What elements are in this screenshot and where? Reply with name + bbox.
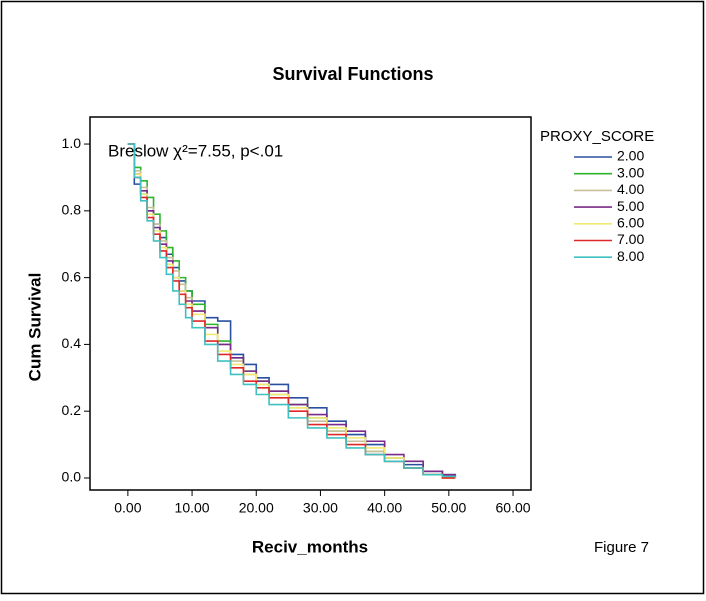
survival-curve [127,143,457,478]
x-tick-label: 0.00 [114,500,141,516]
legend-label: 4.00 [617,181,644,197]
legend-label: 2.00 [617,148,644,164]
x-tick-label: 10.00 [175,500,210,516]
y-axis-title: Cum Survival [25,273,44,382]
figure-label: Figure 7 [594,539,649,556]
legend-title: PROXY_SCORE [540,128,654,145]
y-tick-label: 0.6 [62,268,82,284]
legend-label: 6.00 [617,215,644,231]
plot-area [89,116,532,491]
legend-label: 5.00 [617,198,644,214]
x-tick-label: 60.00 [496,500,531,516]
x-tick-label: 40.00 [367,500,402,516]
x-axis-title: Reciv_months [252,537,368,556]
y-tick-label: 0.0 [62,469,82,485]
chart-title: Survival Functions [272,64,433,84]
legend-label: 8.00 [617,248,644,264]
x-tick-label: 20.00 [239,500,274,516]
y-tick-label: 1.0 [62,135,82,151]
annotation: Breslow χ²=7.55, p<.01 [108,141,283,160]
legend-label: 3.00 [617,164,644,180]
x-tick-label: 50.00 [431,500,466,516]
y-tick-label: 0.8 [62,202,82,218]
y-tick-label: 0.4 [62,335,82,351]
y-tick-label: 0.2 [62,402,82,418]
legend-label: 7.00 [617,231,644,247]
x-tick-label: 30.00 [303,500,338,516]
